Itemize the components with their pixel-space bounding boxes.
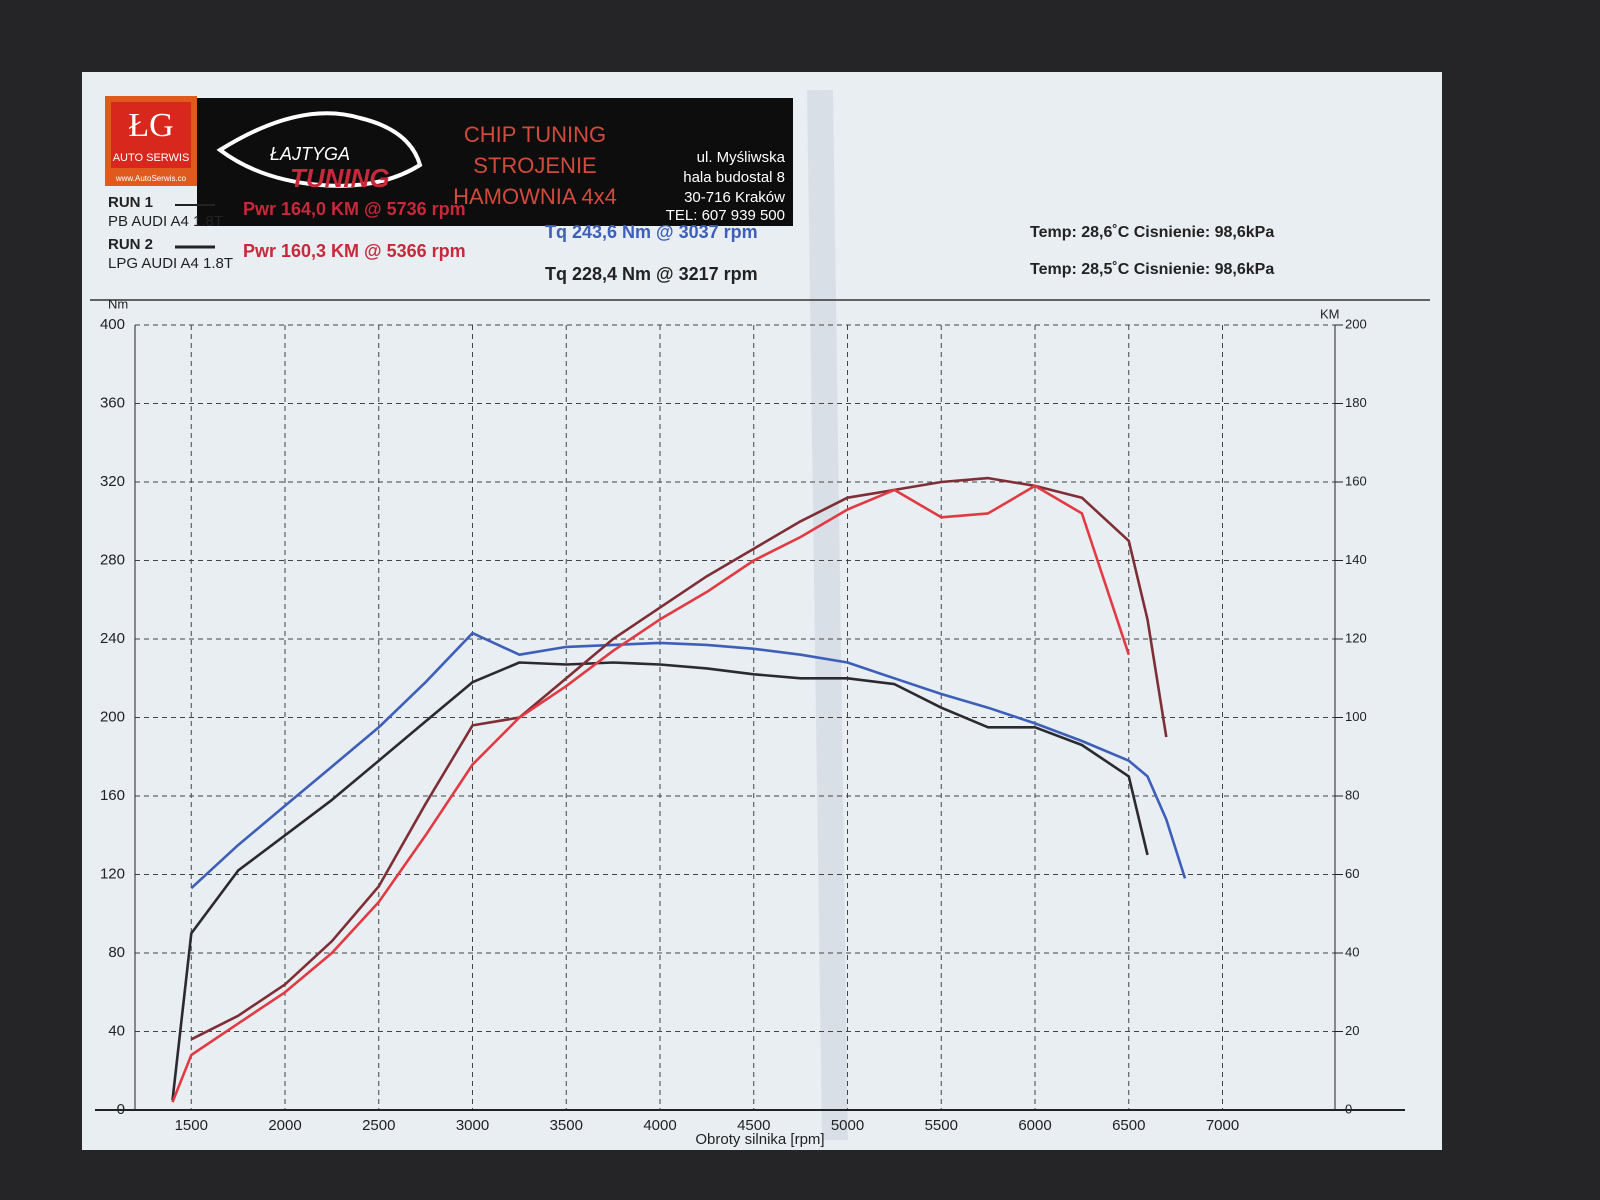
y2-axis-label: KM — [1320, 306, 1340, 321]
x-tick-label: 7000 — [1206, 1117, 1239, 1134]
run-torque: Tq 228,4 Nm @ 3217 rpm — [545, 264, 758, 284]
y-tick-label: 120 — [100, 865, 125, 882]
run-label: RUN 1 — [108, 194, 153, 211]
y2-tick-label: 100 — [1345, 709, 1367, 724]
address: TEL: 607 939 500 — [666, 207, 785, 224]
y2-tick-label: 180 — [1345, 395, 1367, 410]
y2-tick-label: 140 — [1345, 552, 1367, 567]
y-tick-label: 240 — [100, 630, 125, 647]
address: hala budostal 8 — [683, 169, 785, 186]
y-tick-label: 80 — [108, 944, 125, 961]
address: ul. Myśliwska — [697, 149, 786, 166]
x-tick-label: 4000 — [643, 1117, 676, 1134]
paper-fold — [807, 89, 848, 1141]
y-tick-label: 320 — [100, 473, 125, 490]
logo-inner — [111, 102, 191, 168]
run-torque: Tq 243,6 Nm @ 3037 rpm — [545, 222, 758, 242]
x-tick-label: 4500 — [737, 1117, 770, 1134]
run-label: RUN 2 — [108, 236, 153, 253]
run-conditions: Temp: 28,6˚C Cisnienie: 98,6kPa — [1030, 224, 1274, 241]
x-tick-label: 3500 — [550, 1117, 583, 1134]
y2-tick-label: 120 — [1345, 630, 1367, 645]
x-tick-label: 5500 — [925, 1117, 958, 1134]
y2-tick-label: 60 — [1345, 866, 1359, 881]
run-car: PB AUDI A4 1.8T — [108, 213, 223, 230]
y2-tick-label: 80 — [1345, 787, 1359, 802]
paper — [82, 72, 1442, 1150]
logo-url: www.AutoSerwis.co — [115, 174, 187, 183]
banner — [197, 98, 793, 226]
service: HAMOWNIA 4x4 — [453, 184, 617, 209]
y-tick-label: 280 — [100, 551, 125, 568]
run-power: Pwr 160,3 KM @ 5366 rpm — [243, 241, 466, 261]
series-line — [171, 661, 1149, 1101]
y-tick-label: 200 — [100, 708, 125, 725]
service: STROJENIE — [473, 153, 596, 178]
logo-text: ŁG — [128, 107, 173, 144]
y2-tick-label: 200 — [1345, 316, 1367, 331]
y2-tick-label: 20 — [1345, 1023, 1359, 1038]
y2-tick-label: 160 — [1345, 473, 1367, 488]
y-axis-label: Nm — [108, 296, 128, 311]
y2-tick-label: 40 — [1345, 944, 1359, 959]
series-line — [190, 631, 1187, 890]
series-line — [171, 484, 1131, 1103]
x-axis-label: Obroty silnika [rpm] — [695, 1131, 824, 1148]
run-power: Pwr 164,0 KM @ 5736 rpm — [243, 199, 466, 219]
y-tick-label: 400 — [100, 316, 125, 333]
x-tick-label: 2500 — [362, 1117, 395, 1134]
x-tick-label: 5000 — [831, 1117, 864, 1134]
y-tick-label: 160 — [100, 787, 125, 804]
x-tick-label: 2000 — [268, 1117, 301, 1134]
run-conditions: Temp: 28,5˚C Cisnienie: 98,6kPa — [1030, 261, 1274, 278]
x-tick-label: 6000 — [1018, 1117, 1051, 1134]
x-tick-label: 1500 — [175, 1117, 208, 1134]
service: CHIP TUNING — [464, 122, 606, 147]
car-graphic — [216, 111, 423, 188]
y-tick-label: 40 — [108, 1022, 125, 1039]
x-tick-label: 6500 — [1112, 1117, 1145, 1134]
logo-subtext: AUTO SERWIS — [113, 152, 190, 164]
address: 30-716 Kraków — [684, 189, 785, 206]
x-tick-label: 3000 — [456, 1117, 489, 1134]
run-car: LPG AUDI A4 1.8T — [108, 255, 233, 272]
y2-tick-label: 0 — [1345, 1101, 1352, 1116]
brand-bottom: TUNING — [290, 163, 390, 193]
brand-top: ŁAJTYGA — [270, 144, 350, 164]
series-line — [190, 476, 1168, 1041]
y-tick-label: 360 — [100, 394, 125, 411]
